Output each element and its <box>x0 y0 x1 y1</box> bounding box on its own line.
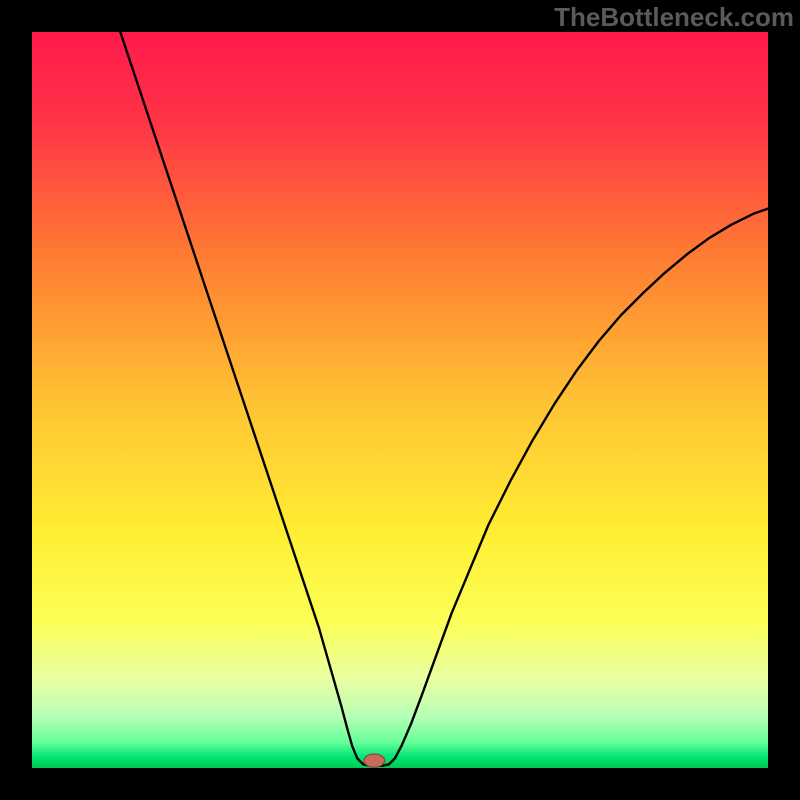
optimal-point-marker <box>364 754 385 767</box>
watermark-text: TheBottleneck.com <box>554 2 794 33</box>
plot-background <box>32 32 768 768</box>
chart-frame: TheBottleneck.com <box>0 0 800 800</box>
bottleneck-chart <box>0 0 800 800</box>
